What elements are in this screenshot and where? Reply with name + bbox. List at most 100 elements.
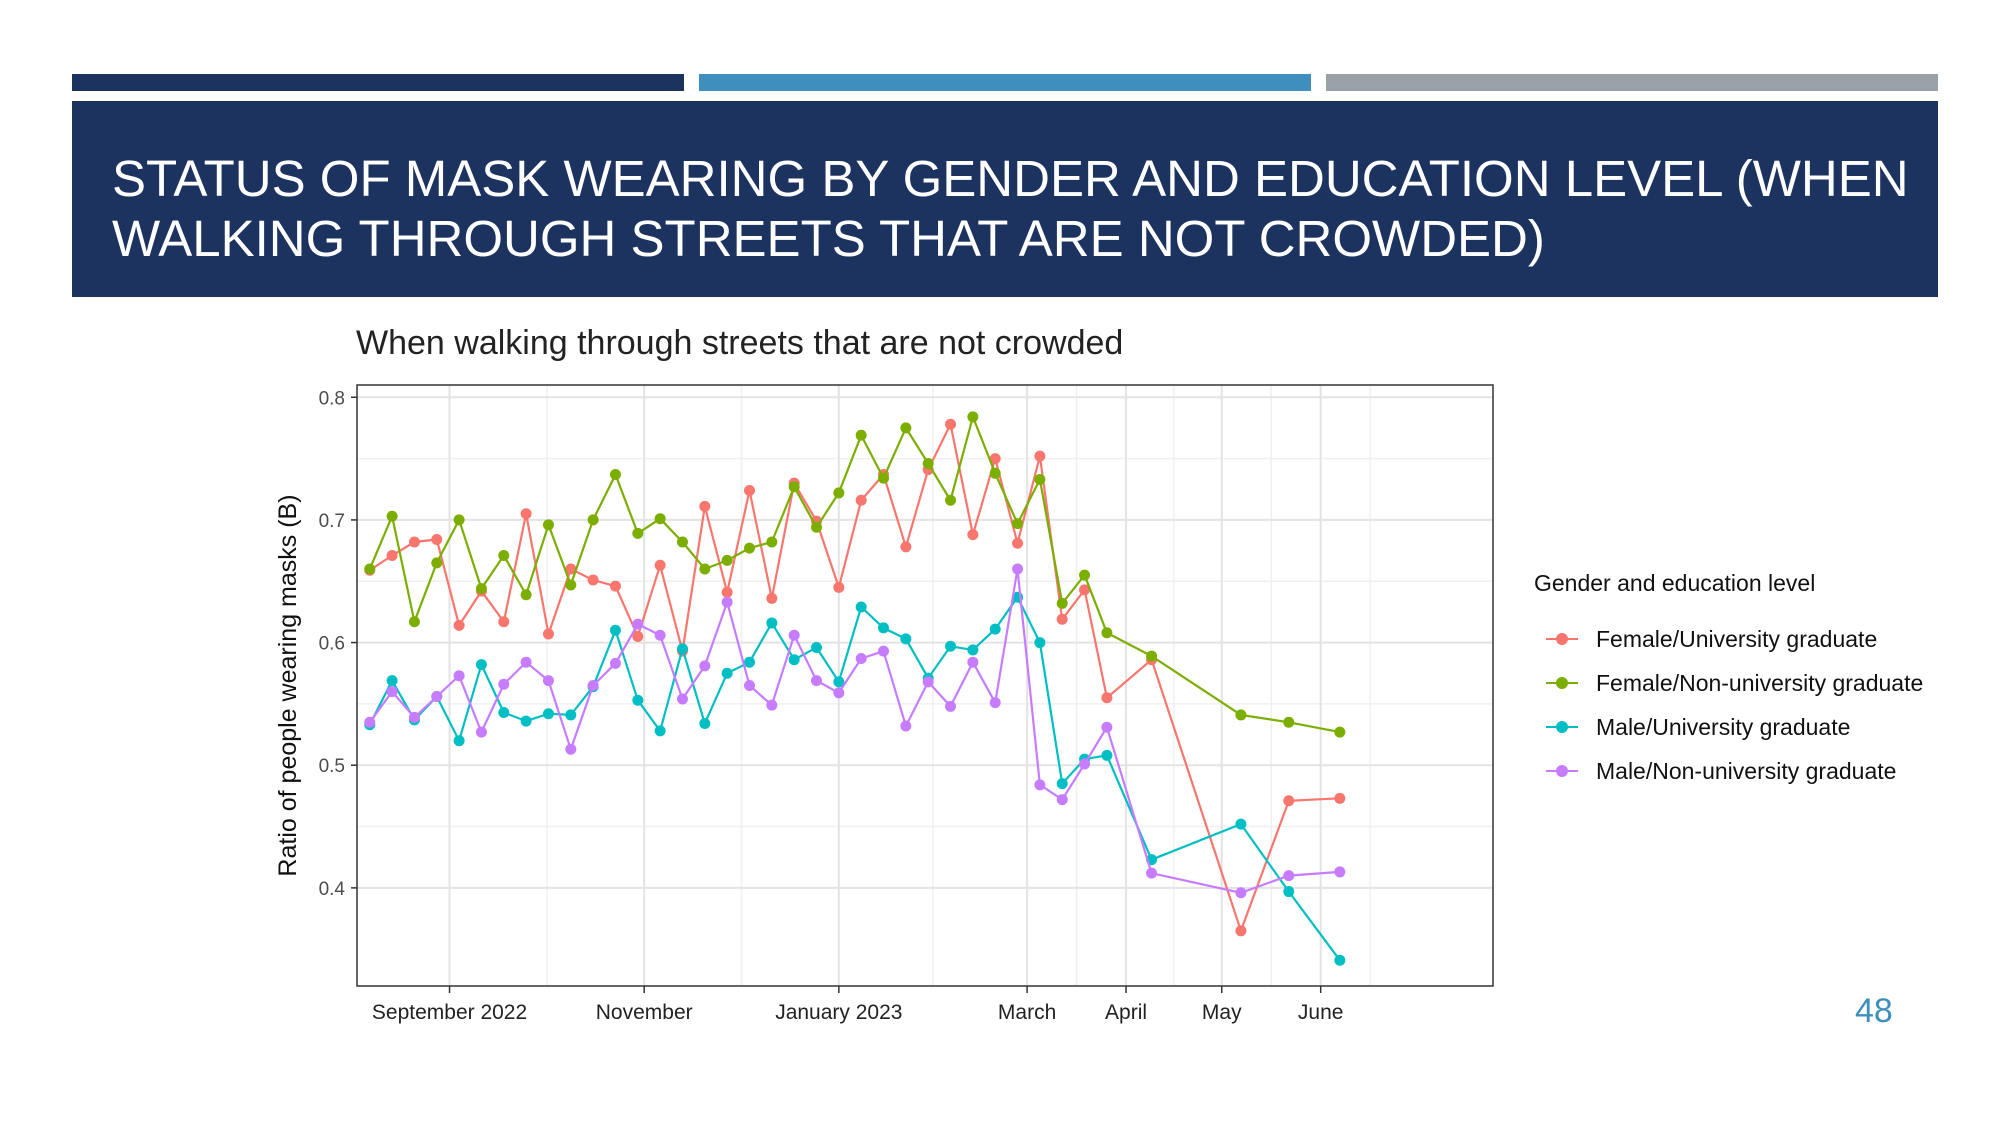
- legend-swatch: [1542, 629, 1582, 649]
- data-point: [1012, 518, 1024, 530]
- data-point: [587, 514, 599, 526]
- slide-header: STATUS OF MASK WEARING BY GENDER AND EDU…: [72, 101, 1938, 297]
- data-point: [989, 467, 1001, 479]
- data-point: [833, 676, 845, 688]
- data-point: [967, 656, 979, 668]
- x-tick-label: March: [998, 1001, 1056, 1024]
- data-point: [453, 670, 465, 682]
- data-point: [654, 559, 666, 571]
- top-accent-bar-blue: [699, 74, 1311, 91]
- data-point: [1101, 627, 1113, 639]
- data-point: [699, 500, 711, 512]
- data-point: [1056, 794, 1068, 806]
- data-point: [743, 656, 755, 668]
- y-tick-label: 0.7: [319, 511, 345, 532]
- data-point: [1101, 692, 1113, 704]
- data-point: [967, 644, 979, 656]
- data-point: [1235, 709, 1247, 721]
- data-point: [1334, 866, 1346, 878]
- data-point: [855, 494, 867, 506]
- x-tick-label: November: [596, 1001, 693, 1024]
- data-point: [833, 487, 845, 499]
- data-point: [721, 586, 733, 598]
- top-accent-bar-navy: [72, 74, 684, 91]
- data-point: [408, 616, 420, 628]
- data-point: [520, 656, 532, 668]
- data-point: [1146, 650, 1158, 662]
- data-point: [386, 510, 398, 522]
- data-point: [1079, 569, 1091, 581]
- data-point: [654, 629, 666, 641]
- legend-swatch: [1542, 717, 1582, 737]
- data-point: [811, 675, 823, 687]
- legend-item: Female/Non-university graduate: [1534, 661, 1923, 705]
- data-point: [766, 592, 778, 604]
- data-point: [587, 680, 599, 691]
- data-point: [1235, 925, 1247, 937]
- data-point: [766, 536, 778, 548]
- data-point: [699, 563, 711, 575]
- data-point: [833, 581, 845, 593]
- data-point: [1283, 716, 1295, 728]
- y-tick-label: 0.4: [319, 879, 346, 900]
- data-point: [922, 457, 934, 469]
- data-point: [878, 622, 890, 634]
- data-point: [989, 453, 1001, 465]
- y-tick-label: 0.5: [319, 756, 345, 777]
- data-point: [1034, 779, 1046, 791]
- data-point: [989, 697, 1001, 709]
- data-point: [766, 699, 778, 711]
- data-point: [878, 645, 890, 657]
- data-point: [1056, 778, 1068, 790]
- data-point: [475, 726, 487, 738]
- chart-title: When walking through streets that are no…: [356, 324, 1124, 362]
- page-number: 48: [1855, 992, 1893, 1030]
- data-point: [811, 641, 823, 653]
- chart-legend: Gender and education level Female/Univer…: [1534, 570, 1923, 793]
- data-point: [833, 687, 845, 699]
- data-point: [1235, 887, 1247, 899]
- series-line-3: [368, 595, 1341, 961]
- legend-item: Male/University graduate: [1534, 705, 1923, 749]
- data-point: [565, 709, 577, 721]
- x-tick-label: September 2022: [372, 1001, 527, 1024]
- data-point: [989, 623, 1001, 635]
- data-point: [900, 541, 912, 553]
- data-point: [1101, 749, 1113, 761]
- series-line-2: [368, 413, 1341, 734]
- data-point: [609, 657, 621, 669]
- data-point: [1079, 584, 1091, 596]
- data-point: [855, 601, 867, 613]
- data-point: [1146, 867, 1158, 879]
- data-point: [498, 706, 510, 718]
- data-point: [632, 618, 644, 630]
- x-tick-label: April: [1105, 1001, 1147, 1024]
- data-point: [788, 481, 800, 493]
- data-point: [721, 596, 733, 608]
- data-point: [654, 725, 666, 737]
- data-point: [542, 708, 554, 720]
- y-tick-label: 0.6: [319, 634, 345, 655]
- data-point: [1283, 870, 1295, 882]
- data-point: [1034, 637, 1046, 649]
- data-point: [498, 549, 510, 561]
- data-point: [498, 678, 510, 690]
- data-point: [743, 484, 755, 496]
- data-point: [855, 653, 867, 665]
- data-point: [565, 579, 577, 591]
- data-point: [811, 521, 823, 533]
- data-point: [1034, 473, 1046, 485]
- data-point: [542, 675, 554, 687]
- data-point: [431, 534, 443, 546]
- x-tick-label: January 2023: [775, 1001, 902, 1024]
- legend-swatch: [1542, 673, 1582, 693]
- data-point: [520, 508, 532, 520]
- data-point: [542, 519, 554, 531]
- data-point: [766, 617, 778, 629]
- data-point: [431, 557, 443, 569]
- data-point: [1334, 954, 1346, 966]
- data-point: [967, 529, 979, 541]
- data-point: [1079, 758, 1091, 770]
- data-point: [1012, 537, 1024, 549]
